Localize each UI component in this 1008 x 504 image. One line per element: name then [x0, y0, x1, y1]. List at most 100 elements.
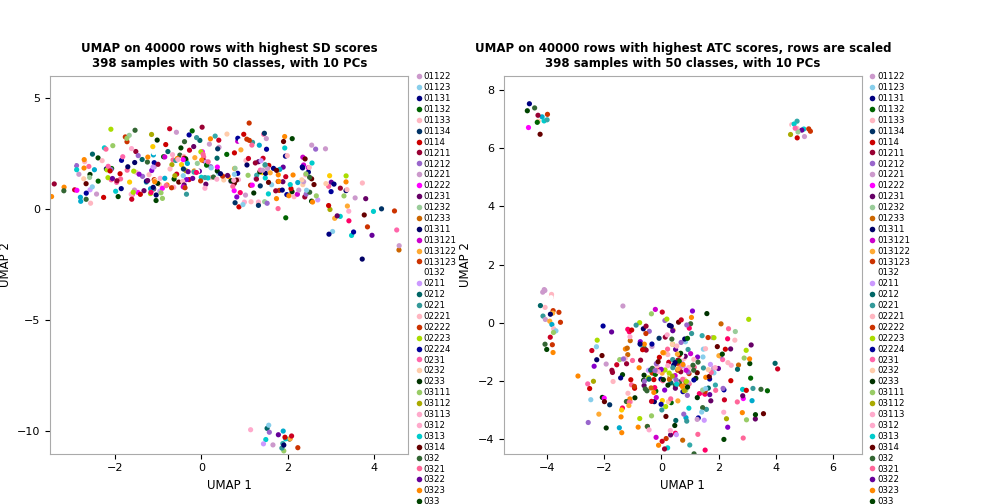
- Point: [783, 120, 799, 129]
- Point: [211, 143, 227, 151]
- Point: [360, 223, 376, 231]
- Point: [127, 158, 143, 166]
- Point: [667, 416, 683, 424]
- Point: [645, 369, 661, 377]
- Point: [619, 344, 635, 352]
- Point: [303, 175, 320, 183]
- Point: [731, 361, 747, 369]
- Point: [671, 380, 687, 388]
- Point: [119, 138, 135, 146]
- Point: [296, 193, 312, 201]
- Point: [660, 358, 676, 366]
- Point: [226, 179, 242, 187]
- Point: [669, 350, 685, 358]
- Point: [211, 136, 227, 144]
- Point: [689, 369, 706, 377]
- Point: [250, 201, 266, 209]
- Point: [85, 150, 101, 158]
- Point: [636, 340, 652, 348]
- Point: [174, 177, 191, 185]
- Point: [103, 165, 119, 173]
- Point: [209, 175, 225, 183]
- Point: [702, 372, 718, 381]
- Point: [113, 175, 129, 183]
- Point: [124, 195, 140, 203]
- Point: [641, 426, 657, 434]
- Point: [262, 169, 278, 177]
- Point: [545, 306, 561, 314]
- Point: [738, 386, 754, 394]
- Point: [203, 173, 219, 181]
- Point: [614, 406, 630, 414]
- Point: [706, 364, 722, 372]
- Point: [745, 385, 761, 393]
- Point: [94, 157, 110, 165]
- Point: [184, 127, 201, 135]
- Point: [675, 384, 691, 392]
- Point: [646, 389, 662, 397]
- Point: [181, 131, 198, 139]
- Point: [639, 422, 655, 430]
- Point: [247, 159, 263, 167]
- Point: [681, 324, 698, 332]
- Point: [635, 325, 651, 333]
- Point: [654, 308, 670, 316]
- Point: [669, 379, 685, 387]
- Point: [202, 140, 218, 148]
- Point: [256, 130, 272, 138]
- Point: [172, 144, 188, 152]
- Point: [197, 184, 213, 193]
- Point: [664, 340, 680, 348]
- Point: [653, 365, 669, 373]
- Point: [145, 185, 161, 193]
- Point: [207, 132, 223, 140]
- Point: [120, 163, 136, 171]
- Point: [659, 315, 675, 323]
- Point: [274, 444, 290, 452]
- Point: [181, 175, 198, 183]
- Point: [589, 356, 605, 364]
- Point: [614, 404, 630, 412]
- X-axis label: UMAP 1: UMAP 1: [660, 479, 706, 492]
- Point: [260, 178, 276, 186]
- Point: [786, 120, 802, 128]
- Point: [285, 171, 301, 179]
- Point: [64, 160, 80, 168]
- Point: [195, 150, 211, 158]
- Point: [647, 370, 663, 379]
- Point: [82, 173, 98, 181]
- Point: [653, 375, 669, 383]
- Point: [595, 322, 611, 330]
- Point: [373, 205, 389, 213]
- Point: [687, 374, 704, 383]
- Point: [552, 318, 569, 326]
- Point: [125, 188, 141, 196]
- Point: [113, 184, 129, 193]
- Point: [632, 414, 648, 422]
- Point: [689, 394, 706, 402]
- Point: [759, 387, 775, 395]
- Point: [277, 173, 293, 181]
- Point: [243, 181, 259, 190]
- Point: [719, 415, 735, 423]
- Point: [136, 186, 152, 195]
- Point: [676, 335, 692, 343]
- Point: [795, 125, 811, 133]
- Point: [743, 341, 759, 349]
- Point: [637, 385, 653, 393]
- Point: [665, 326, 681, 334]
- Point: [330, 212, 346, 220]
- Point: [156, 153, 172, 161]
- Point: [680, 368, 697, 376]
- Point: [718, 345, 734, 353]
- Point: [721, 325, 737, 333]
- Point: [300, 164, 317, 172]
- Point: [604, 328, 620, 336]
- Point: [747, 415, 763, 423]
- Point: [665, 361, 681, 369]
- Point: [134, 155, 150, 163]
- Point: [340, 202, 356, 210]
- Point: [702, 375, 718, 383]
- Point: [277, 214, 293, 222]
- Point: [270, 431, 286, 439]
